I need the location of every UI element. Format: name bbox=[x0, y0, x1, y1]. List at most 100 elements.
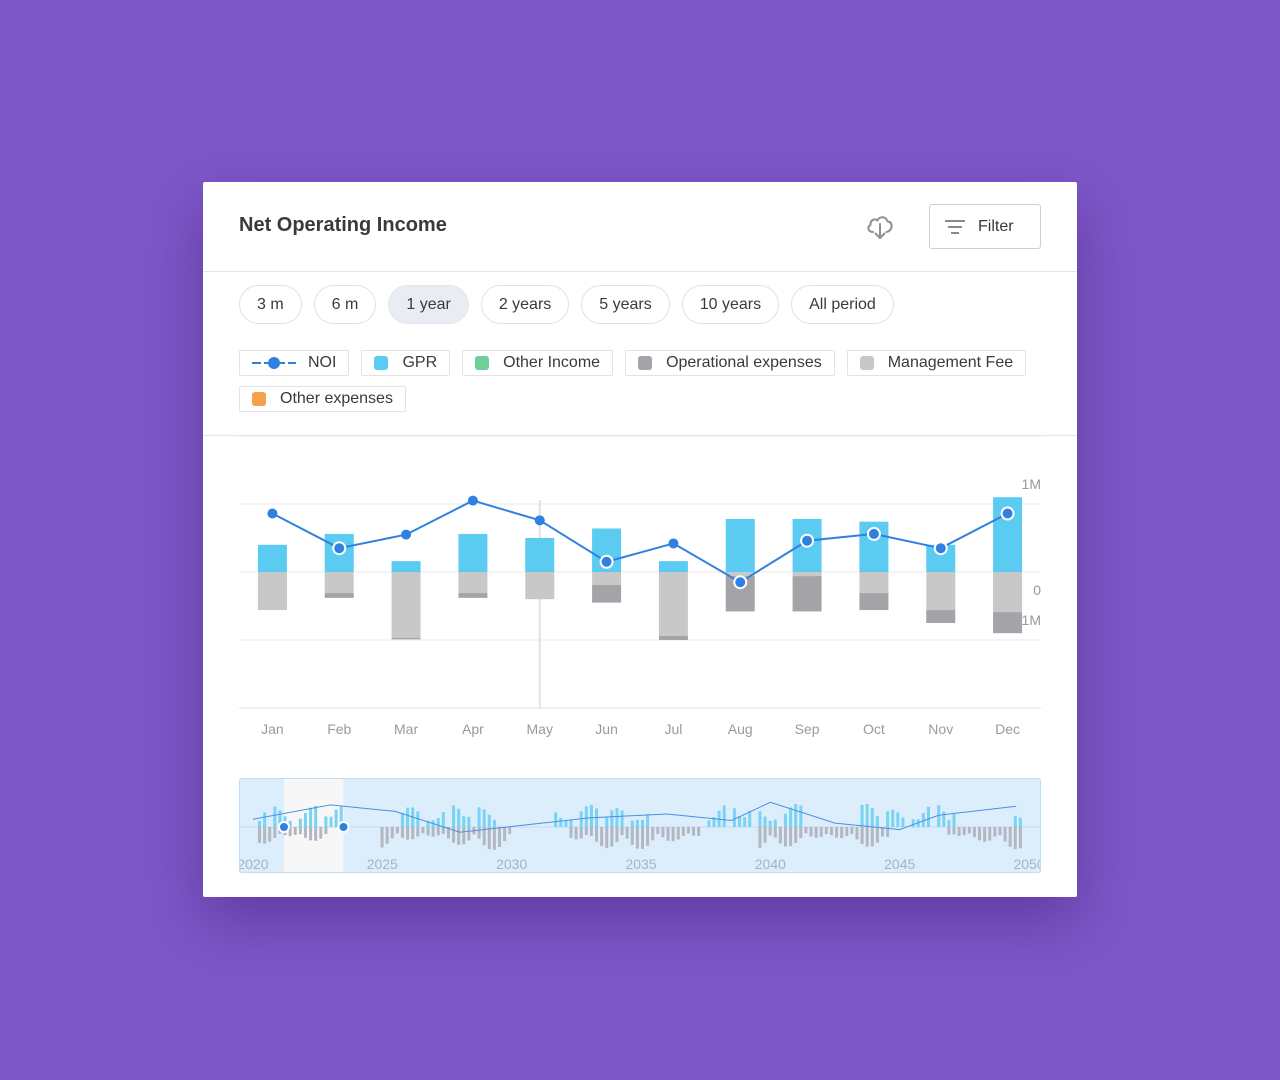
gpr-swatch-icon bbox=[374, 356, 389, 370]
navigator-bar bbox=[314, 827, 318, 841]
navigator-bar bbox=[789, 827, 793, 847]
x-tick-label: Jun bbox=[595, 721, 618, 737]
navigator-bar bbox=[641, 819, 644, 827]
navigator-bar bbox=[926, 806, 930, 827]
navigator-bar bbox=[789, 807, 793, 827]
navigator-bar bbox=[508, 827, 512, 835]
navigator-bar bbox=[288, 827, 292, 837]
navigator-bar bbox=[452, 805, 456, 827]
navigator-handle bbox=[337, 821, 350, 833]
navigator-bar bbox=[993, 827, 997, 837]
navigator-bar bbox=[722, 805, 726, 827]
navigator-bar bbox=[697, 827, 701, 836]
navigator-bar bbox=[758, 827, 762, 848]
operational-swatch-icon bbox=[638, 356, 653, 370]
cloud-download-icon[interactable] bbox=[863, 210, 897, 244]
period-5-years[interactable]: 5 years bbox=[581, 285, 670, 324]
navigator-bar bbox=[763, 827, 767, 843]
period-2-years[interactable]: 2 years bbox=[480, 285, 570, 324]
bar-operational-expenses bbox=[391, 637, 421, 640]
navigator-bar bbox=[334, 809, 338, 827]
navigator-bar bbox=[426, 827, 430, 836]
navigator-bar bbox=[406, 827, 410, 840]
navigator-bar bbox=[268, 827, 272, 842]
x-tick-label: Dec bbox=[995, 721, 1020, 737]
period-10-years[interactable]: 10 years bbox=[681, 285, 780, 324]
navigator-bar bbox=[967, 827, 971, 834]
period-6m[interactable]: 6 m bbox=[313, 285, 377, 324]
navigator-bar bbox=[743, 817, 747, 827]
navigator-bar bbox=[441, 827, 445, 835]
bar-gpr bbox=[391, 561, 421, 572]
navigator-bar bbox=[457, 808, 461, 827]
x-tick-label: Oct bbox=[863, 721, 885, 737]
navigator-bar bbox=[263, 827, 267, 844]
noi-chart[interactable]: 2M1M0-1MJanFebMarAprMayJunJulAugSepOctNo… bbox=[203, 436, 1077, 766]
noi-card: Net Operating Income Filter 3 m 6 m 1 ye… bbox=[203, 182, 1077, 897]
navigator-bar bbox=[630, 820, 634, 827]
x-tick-label: Feb bbox=[327, 721, 351, 737]
period-all[interactable]: All period bbox=[791, 285, 894, 324]
legend-item-operational-expenses[interactable]: Operational expenses bbox=[625, 350, 835, 376]
navigator-bar bbox=[768, 820, 772, 827]
navigator-bar bbox=[783, 813, 787, 827]
navigator-bar bbox=[1013, 827, 1017, 850]
period-1-year[interactable]: 1 year bbox=[388, 285, 469, 324]
navigator-bar bbox=[462, 827, 466, 845]
navigator-bar bbox=[998, 827, 1002, 836]
noi-line bbox=[271, 499, 1009, 584]
navigator-bar bbox=[671, 827, 675, 842]
filter-lines-icon bbox=[945, 219, 965, 234]
navigator-bar bbox=[896, 812, 900, 827]
navigator-bar bbox=[870, 808, 874, 827]
card-title: Net Operating Income bbox=[239, 214, 447, 236]
navigator-bar bbox=[431, 827, 435, 837]
navigator-bar bbox=[732, 808, 736, 827]
navigator-year-label: 2020 bbox=[240, 856, 269, 872]
bar-gpr bbox=[257, 544, 287, 572]
navigator-bar bbox=[400, 827, 404, 838]
navigator-bar bbox=[860, 804, 864, 827]
navigator-bar bbox=[258, 821, 261, 827]
navigator-bar bbox=[293, 827, 297, 835]
navigator-bar bbox=[421, 827, 425, 834]
navigator-bar bbox=[947, 820, 951, 827]
noi-point bbox=[467, 495, 478, 506]
navigator-bar bbox=[477, 807, 481, 827]
navigator-bar bbox=[947, 827, 951, 835]
filter-button[interactable]: Filter bbox=[929, 204, 1041, 249]
x-tick-label: Mar bbox=[394, 721, 418, 737]
legend-item-other-expenses[interactable]: Other expenses bbox=[239, 386, 406, 412]
navigator-bar bbox=[835, 827, 839, 838]
navigator-bar bbox=[416, 811, 420, 827]
bar-management-fee bbox=[391, 572, 421, 638]
bar-operational-expenses bbox=[926, 610, 956, 623]
navigator-bar bbox=[625, 827, 629, 839]
navigator-chart[interactable]: 2020 2025 2030 2035 2040 2045 2050 bbox=[240, 779, 1041, 873]
navigator-bar bbox=[574, 827, 578, 840]
bar-management-fee bbox=[859, 572, 889, 594]
navigator-bar bbox=[477, 827, 481, 839]
legend-item-gpr[interactable]: GPR bbox=[361, 350, 451, 376]
navigator-bar bbox=[778, 827, 782, 844]
navigator-bar bbox=[814, 827, 818, 838]
navigator-bar bbox=[799, 805, 803, 827]
legend-item-other-income[interactable]: Other Income bbox=[462, 350, 614, 376]
navigator-bar bbox=[503, 827, 507, 842]
navigator-bar bbox=[482, 809, 486, 827]
navigator-bar bbox=[763, 816, 767, 827]
navigator-bar bbox=[411, 827, 415, 840]
timeline-navigator[interactable]: 2020 2025 2030 2035 2040 2045 2050 bbox=[239, 778, 1041, 873]
bar-management-fee bbox=[525, 572, 555, 600]
navigator-bar bbox=[957, 827, 961, 837]
navigator-bar bbox=[768, 827, 772, 836]
legend-item-noi[interactable]: NOI bbox=[239, 350, 350, 376]
navigator-bar bbox=[258, 827, 261, 843]
bar-gpr bbox=[725, 518, 755, 572]
navigator-bar bbox=[314, 805, 318, 827]
legend-item-management-fee[interactable]: Management Fee bbox=[846, 350, 1027, 376]
navigator-bar bbox=[641, 827, 644, 849]
bar-gpr bbox=[525, 538, 555, 572]
period-3m[interactable]: 3 m bbox=[239, 285, 302, 324]
bar-operational-expenses bbox=[324, 593, 354, 598]
